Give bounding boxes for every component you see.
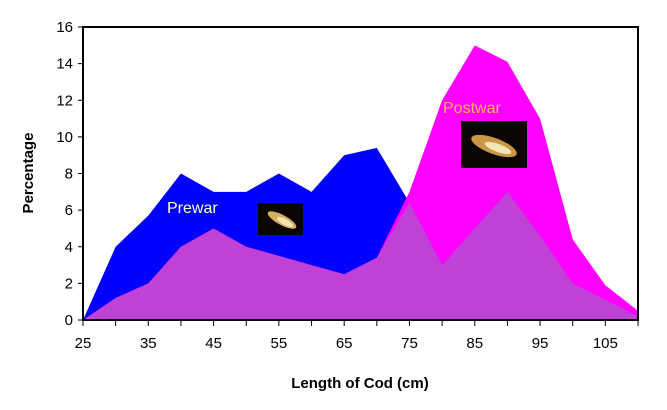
x-tick-label: 95 bbox=[532, 335, 549, 352]
y-tick-label: 0 bbox=[65, 312, 73, 329]
x-axis: 25 35 45 55 65 75 85 95 105 bbox=[75, 320, 639, 352]
x-tick-label: 45 bbox=[205, 335, 222, 352]
x-tick-label: 105 bbox=[593, 335, 618, 352]
area-overlap bbox=[83, 191, 638, 320]
x-tick-label: 35 bbox=[140, 335, 157, 352]
x-axis-label: Length of Cod (cm) bbox=[291, 375, 428, 392]
y-tick-label: 4 bbox=[65, 239, 73, 256]
y-tick-label: 8 bbox=[65, 166, 73, 183]
plot-areas bbox=[83, 45, 638, 320]
y-tick-label: 10 bbox=[56, 129, 73, 146]
cod-fish-image bbox=[258, 203, 303, 235]
x-tick-label: 85 bbox=[466, 335, 483, 352]
y-tick-label: 14 bbox=[56, 56, 73, 73]
x-tick-label: 55 bbox=[271, 335, 288, 352]
cod-fish-image bbox=[461, 121, 527, 168]
series-label-postwar: Postwar bbox=[443, 100, 501, 117]
y-tick-label: 2 bbox=[65, 275, 73, 292]
x-tick-label: 25 bbox=[75, 335, 92, 352]
y-axis: 0 2 4 6 8 10 12 14 16 bbox=[56, 19, 83, 329]
x-tick-label: 65 bbox=[336, 335, 353, 352]
y-tick-label: 6 bbox=[65, 202, 73, 219]
x-tick-label: 75 bbox=[401, 335, 418, 352]
series-label-prewar: Prewar bbox=[167, 200, 218, 217]
y-axis-label: Percentage bbox=[20, 133, 37, 214]
y-tick-label: 12 bbox=[56, 92, 73, 109]
y-tick-label: 16 bbox=[56, 19, 73, 36]
